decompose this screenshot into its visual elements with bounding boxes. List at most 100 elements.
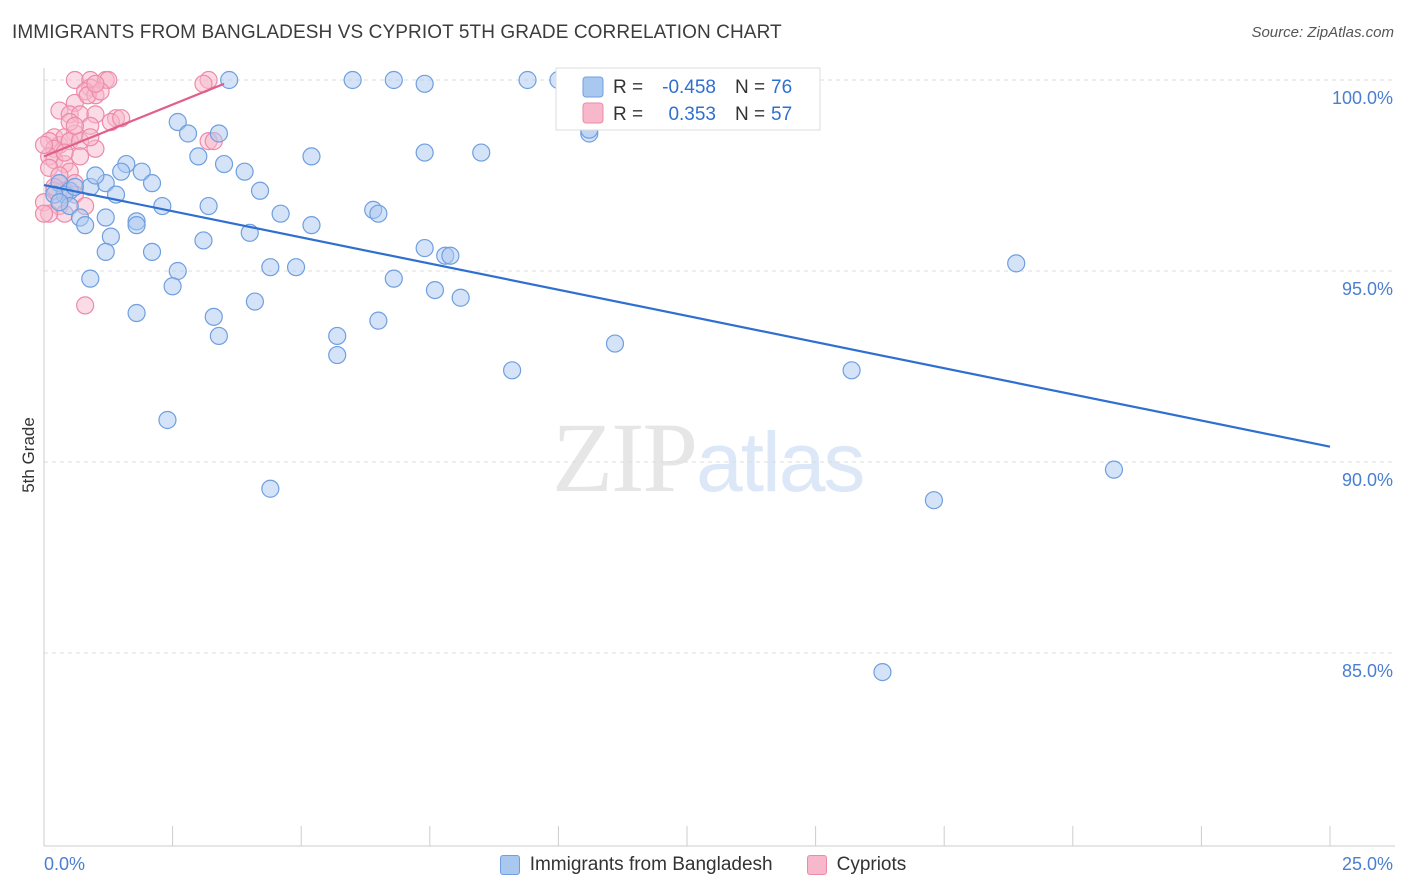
bangladesh-point-47 (168, 261, 187, 281)
bangladesh-point-16 (142, 174, 162, 193)
bangladesh-point-0 (220, 70, 239, 90)
legend-n-label-pink: N = (735, 104, 765, 125)
cypriots-point-56 (65, 116, 84, 135)
chart-title: IMMIGRANTS FROM BANGLADESH VS CYPRIOT 5T… (12, 22, 782, 43)
bangladesh-point-60 (328, 345, 347, 365)
series-name-cypriots: Cypriots (836, 854, 907, 875)
bangladesh-point-58 (209, 326, 228, 346)
bangladesh-point-10 (415, 143, 434, 162)
series-legend: Immigrants from Bangladesh Cypriots (0, 850, 1406, 880)
watermark-zip: ZIP (552, 402, 698, 513)
bangladesh-point-34 (271, 204, 290, 223)
bangladesh-point-25 (250, 181, 270, 200)
bangladesh-point-56 (204, 307, 223, 326)
cypriots-point-54 (86, 74, 105, 93)
bangladesh-point-69 (873, 662, 892, 682)
bangladesh-point-65 (158, 410, 177, 430)
bangladesh-point-51 (425, 281, 445, 300)
y-tick-label-100: 100.0% (1332, 88, 1393, 108)
bangladesh-point-38 (101, 227, 120, 246)
bangladesh-point-8 (209, 124, 228, 143)
bangladesh-point-7 (168, 112, 187, 132)
bangladesh-point-62 (605, 334, 625, 353)
bangladesh-point-11 (189, 147, 208, 166)
x-tick-label-min: 0.0% (44, 854, 85, 874)
y-tick-label-90: 90.0% (1342, 470, 1393, 490)
bangladesh-point-12 (472, 143, 491, 162)
bangladesh-point-63 (842, 361, 861, 380)
y-tick-labels: 85.0% 90.0% 95.0% 100.0% (1332, 88, 1393, 681)
bangladesh-point-3 (415, 74, 434, 93)
legend-n-value-blue: 76 (771, 77, 792, 98)
bangladesh-point-27 (96, 208, 115, 227)
series-legend-cypriots: Cypriots (806, 854, 907, 876)
series-name-bangladesh: Immigrants from Bangladesh (529, 854, 773, 875)
legend-n-label-blue: N = (735, 77, 765, 98)
legend-r-label-blue: R = (613, 77, 643, 98)
cypriots-point-31 (34, 135, 54, 155)
x-tick-labels: 0.0% 25.0% (44, 854, 1393, 874)
bangladesh-point-35 (302, 216, 321, 235)
bangladesh-point-54 (245, 292, 265, 311)
bangladesh-point-53 (163, 277, 182, 296)
bangladesh-point-66 (261, 479, 280, 498)
bangladesh-point-15 (132, 162, 151, 181)
y-axis-label: 5th Grade (19, 417, 38, 493)
bangladesh-point-57 (369, 311, 388, 330)
bangladesh-point-14 (112, 162, 131, 181)
series-legend-bangladesh: Immigrants from Bangladesh (499, 854, 773, 876)
stats-legend: R = -0.458 N = 76 R = 0.353 N = 57 (555, 67, 821, 131)
bangladesh-point-9 (178, 124, 198, 143)
bangladesh-point-41 (96, 242, 115, 261)
bangladesh-point-43 (415, 238, 434, 258)
bangladesh-point-29 (199, 196, 218, 216)
series-swatch-bangladesh (499, 855, 520, 875)
bangladesh-point-31 (76, 216, 95, 235)
bangladesh-point-4 (518, 70, 537, 90)
y-tick-label-95: 95.0% (1342, 279, 1393, 299)
bangladesh-point-67 (1104, 460, 1124, 479)
bangladesh-point-33 (127, 216, 146, 235)
legend-swatch-blue (582, 76, 604, 98)
bangladesh-point-23 (214, 154, 234, 174)
y-tick-label-85: 85.0% (1342, 661, 1393, 681)
legend-n-value-pink: 57 (771, 104, 792, 125)
cypriots-point-45 (76, 296, 95, 315)
bangladesh-point-28 (153, 196, 172, 216)
bangladesh-point-1 (343, 70, 362, 90)
bangladesh-point-55 (127, 303, 146, 323)
bangladesh-point-50 (384, 269, 403, 288)
x-tick-label-max: 25.0% (1342, 854, 1393, 874)
legend-r-label-pink: R = (613, 104, 643, 125)
bangladesh-point-2 (384, 70, 403, 90)
legend-swatch-pink (582, 102, 604, 124)
bangladesh-point-24 (235, 162, 254, 181)
series-swatch-cypriots (806, 855, 827, 875)
cypriots-point-44 (34, 204, 54, 223)
legend-r-value-pink: 0.353 (668, 104, 716, 125)
bangladesh-points (45, 70, 1124, 682)
bangladesh-point-37 (369, 204, 388, 223)
axes (43, 68, 1395, 847)
bangladesh-point-48 (261, 258, 280, 277)
cypriots-point-48 (70, 147, 90, 166)
bangladesh-point-52 (451, 288, 470, 307)
bangladesh-trend-line (43, 183, 1331, 448)
legend-r-value-blue: -0.458 (662, 77, 716, 98)
bangladesh-point-73 (302, 147, 321, 166)
trend-lines (43, 82, 1331, 448)
bangladesh-point-61 (503, 361, 522, 380)
bangladesh-point-64 (1007, 254, 1026, 273)
source-credit: Source: ZipAtlas.com (1251, 24, 1394, 41)
bangladesh-point-68 (924, 491, 944, 510)
bangladesh-point-71 (50, 193, 69, 212)
bangladesh-point-45 (441, 246, 460, 265)
bangladesh-point-42 (142, 242, 162, 261)
bangladesh-point-74 (86, 166, 105, 185)
bangladesh-point-59 (328, 326, 347, 346)
bangladesh-point-39 (194, 231, 213, 250)
bangladesh-point-49 (286, 258, 306, 277)
cypriots-trend-line (43, 82, 225, 158)
bangladesh-point-46 (81, 269, 100, 288)
